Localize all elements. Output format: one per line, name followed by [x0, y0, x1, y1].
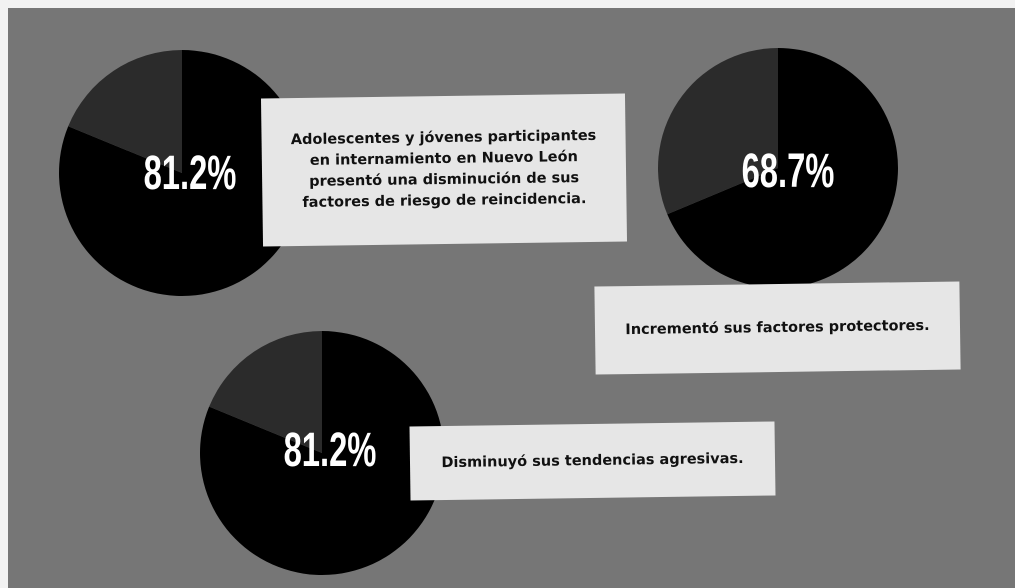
caption-box: Adolescentes y jóvenes participantes en …: [260, 93, 628, 247]
pie-slice: [68, 50, 182, 173]
percent-label: 81.2%: [144, 145, 237, 199]
caption-box: Incrementó sus factores protectores.: [594, 281, 961, 375]
pie-charts: 81.2% 68.7% 81.2%: [58, 48, 898, 575]
caption: Incrementó sus factores protectores.: [625, 317, 930, 338]
caption-box: Disminuyó sus tendencias agresivas.: [409, 421, 776, 501]
pie-slice: [199, 331, 444, 575]
infographic: 81.2% 68.7% 81.2% Adolescentes y jóvenes p…: [8, 8, 1015, 588]
caption: Disminuyó sus tendencias agresivas.: [441, 450, 744, 471]
pie-slice: [667, 48, 898, 288]
percent-label: 81.2%: [284, 422, 377, 476]
pie-slice: [658, 48, 778, 215]
percent-label: 68.7%: [742, 143, 835, 197]
pie-slice: [209, 331, 322, 453]
caption: Adolescentes y jóvenes participantes en …: [290, 127, 597, 211]
